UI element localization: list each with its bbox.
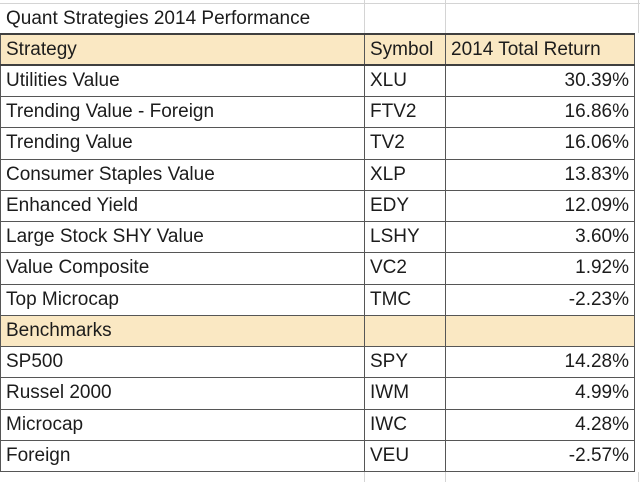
table-row: Foreign VEU -2.57% <box>0 439 635 473</box>
gridline <box>364 472 365 482</box>
gridline <box>638 0 639 33</box>
cell-strategy[interactable]: Microcap <box>0 408 365 441</box>
cell-return[interactable]: 14.28% <box>445 345 635 379</box>
cell-symbol[interactable]: VC2 <box>364 252 446 285</box>
cell-return[interactable]: 3.60% <box>445 220 635 254</box>
performance-table: Strategy Symbol 2014 Total Return Utilit… <box>0 32 635 473</box>
cell-return[interactable]: -2.57% <box>445 439 635 473</box>
cell-symbol[interactable]: XLU <box>364 64 446 98</box>
header-strategy[interactable]: Strategy <box>0 32 365 67</box>
cell-symbol[interactable]: LSHY <box>364 220 446 254</box>
cell-return[interactable]: 12.09% <box>445 189 635 223</box>
cell-symbol[interactable]: TMC <box>364 283 446 316</box>
cell-empty[interactable] <box>364 314 446 348</box>
cell-strategy[interactable]: Foreign <box>0 439 365 473</box>
table-row: Enhanced Yield EDY 12.09% <box>0 189 635 223</box>
header-row: Strategy Symbol 2014 Total Return <box>0 32 635 67</box>
cell-return[interactable]: -2.23% <box>445 283 635 316</box>
gridline <box>445 0 446 33</box>
section-row-benchmarks: Benchmarks <box>0 314 635 348</box>
cell-return[interactable]: 4.28% <box>445 408 635 441</box>
table-row: Trending Value - Foreign FTV2 16.86% <box>0 95 635 129</box>
table-row: Microcap IWC 4.28% <box>0 408 635 441</box>
cell-strategy[interactable]: Trending Value - Foreign <box>0 95 365 129</box>
cell-return[interactable]: 16.06% <box>445 127 635 160</box>
cell-strategy[interactable]: Enhanced Yield <box>0 189 365 223</box>
table-row: Large Stock SHY Value LSHY 3.60% <box>0 220 635 254</box>
cell-strategy[interactable]: Value Composite <box>0 252 365 285</box>
cell-empty[interactable] <box>445 314 635 348</box>
cell-return[interactable]: 13.83% <box>445 158 635 191</box>
gridline <box>638 472 639 482</box>
cell-return[interactable]: 16.86% <box>445 95 635 129</box>
cell-symbol[interactable]: VEU <box>364 439 446 473</box>
section-label-benchmarks[interactable]: Benchmarks <box>0 314 365 348</box>
cell-symbol[interactable]: FTV2 <box>364 95 446 129</box>
table-row: Russel 2000 IWM 4.99% <box>0 377 635 410</box>
gridline <box>0 3 640 4</box>
cell-symbol[interactable]: IWM <box>364 377 446 410</box>
cell-return[interactable]: 1.92% <box>445 252 635 285</box>
cell-symbol[interactable]: EDY <box>364 189 446 223</box>
table-row: SP500 SPY 14.28% <box>0 345 635 379</box>
cell-return[interactable]: 30.39% <box>445 64 635 98</box>
cell-strategy[interactable]: Utilities Value <box>0 64 365 98</box>
cell-symbol[interactable]: SPY <box>364 345 446 379</box>
cell-strategy[interactable]: Consumer Staples Value <box>0 158 365 191</box>
table-title-cell[interactable]: Quant Strategies 2014 Performance <box>6 7 311 29</box>
table-row: Top Microcap TMC -2.23% <box>0 283 635 316</box>
gridline <box>364 0 365 33</box>
table-row: Consumer Staples Value XLP 13.83% <box>0 158 635 191</box>
cell-return[interactable]: 4.99% <box>445 377 635 410</box>
cell-symbol[interactable]: IWC <box>364 408 446 441</box>
header-return[interactable]: 2014 Total Return <box>445 32 635 67</box>
gridline <box>445 472 446 482</box>
table-row: Value Composite VC2 1.92% <box>0 252 635 285</box>
cell-symbol[interactable]: XLP <box>364 158 446 191</box>
cell-strategy[interactable]: Trending Value <box>0 127 365 160</box>
header-symbol[interactable]: Symbol <box>364 32 446 67</box>
cell-strategy[interactable]: Large Stock SHY Value <box>0 220 365 254</box>
cell-strategy[interactable]: SP500 <box>0 345 365 379</box>
table-row: Utilities Value XLU 30.39% <box>0 64 635 98</box>
cell-symbol[interactable]: TV2 <box>364 127 446 160</box>
table-row: Trending Value TV2 16.06% <box>0 127 635 160</box>
cell-strategy[interactable]: Russel 2000 <box>0 377 365 410</box>
cell-strategy[interactable]: Top Microcap <box>0 283 365 316</box>
